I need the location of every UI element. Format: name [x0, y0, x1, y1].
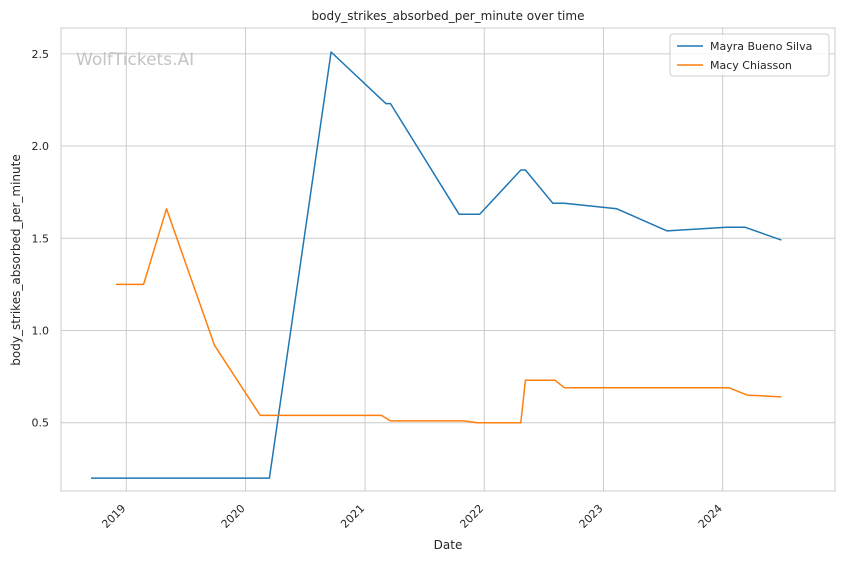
x-axis-title: Date — [434, 538, 463, 552]
series-line-mayra-bueno-silva — [91, 51, 782, 479]
watermark: WolfTickets.AI — [76, 50, 194, 70]
legend: Mayra Bueno Silva Macy Chiasson — [669, 33, 830, 77]
y-tick-label: 2.5 — [32, 48, 50, 61]
y-tick-label: 1.0 — [32, 325, 50, 338]
y-tick-label: 0.5 — [32, 417, 50, 430]
series-line-macy-chiasson — [115, 208, 782, 424]
y-axis-title: body_strikes_absorbed_per_minute — [9, 154, 23, 365]
legend-label-macy-chiasson: Macy Chiasson — [710, 59, 792, 72]
y-tick-label: 2.0 — [32, 140, 50, 153]
legend-box — [669, 33, 830, 77]
series-lines — [91, 51, 782, 479]
plot-frame — [60, 27, 836, 492]
legend-label-mayra-bueno-silva: Mayra Bueno Silva — [710, 40, 812, 53]
y-tick-label: 1.5 — [32, 232, 50, 245]
chart-title: body_strikes_absorbed_per_minute over ti… — [312, 9, 585, 23]
y-axis-ticks: 0.5 1.0 1.5 2.0 2.5 — [32, 48, 50, 430]
